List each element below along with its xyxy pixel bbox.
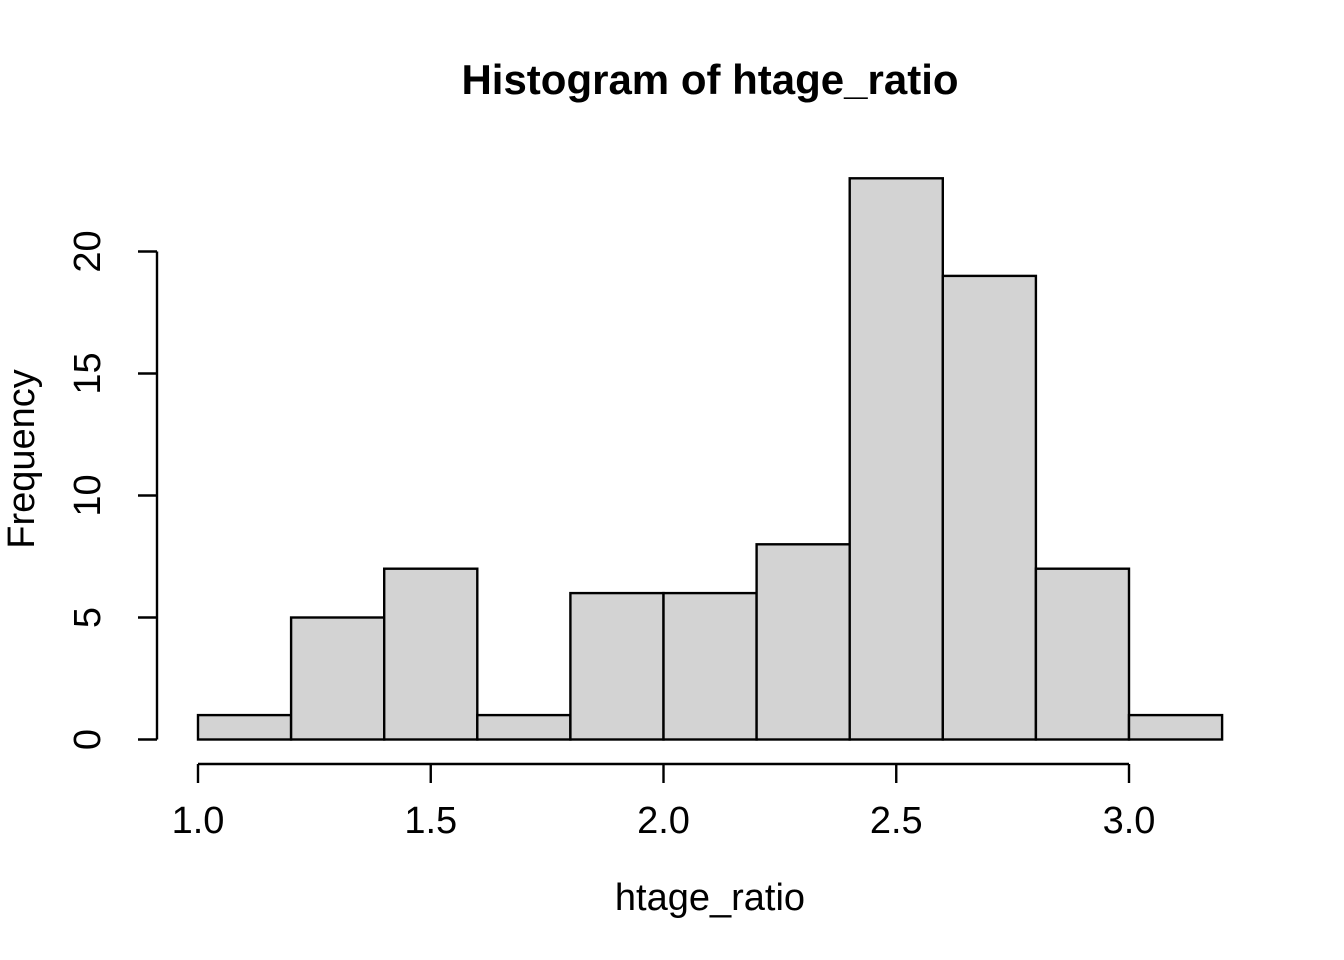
y-tick-label: 20 bbox=[67, 230, 109, 272]
histogram-bar bbox=[662, 591, 758, 741]
histogram-bar bbox=[1034, 567, 1131, 741]
y-tick-label: 0 bbox=[67, 729, 109, 750]
histogram-bar bbox=[383, 567, 479, 741]
x-axis-title: htage_ratio bbox=[615, 877, 805, 919]
histogram-bar bbox=[569, 591, 665, 741]
y-axis: 0 5 10 15 20 bbox=[67, 230, 159, 750]
histogram-bar bbox=[941, 274, 1038, 741]
chart-title: Histogram of htage_ratio bbox=[461, 56, 958, 103]
histogram-bar bbox=[196, 713, 293, 741]
x-tick-label: 3.0 bbox=[1103, 800, 1156, 842]
x-tick-label: 1.5 bbox=[404, 800, 457, 842]
y-tick-label: 5 bbox=[67, 607, 109, 628]
histogram-bar bbox=[1127, 713, 1224, 741]
x-tick-label: 1.0 bbox=[172, 800, 225, 842]
histogram-bar bbox=[289, 616, 386, 741]
x-tick-label: 2.5 bbox=[870, 800, 923, 842]
histogram-bar bbox=[476, 713, 572, 741]
y-tick-label: 15 bbox=[67, 352, 109, 394]
histogram-bar bbox=[848, 177, 945, 741]
y-axis-title: Frequency bbox=[1, 369, 43, 549]
histogram-bar bbox=[755, 543, 851, 741]
histogram-bars bbox=[196, 177, 1224, 741]
x-tick-label: 2.0 bbox=[637, 800, 690, 842]
x-axis: 1.0 1.5 2.0 2.5 3.0 bbox=[172, 762, 1156, 842]
y-tick-label: 10 bbox=[67, 474, 109, 516]
